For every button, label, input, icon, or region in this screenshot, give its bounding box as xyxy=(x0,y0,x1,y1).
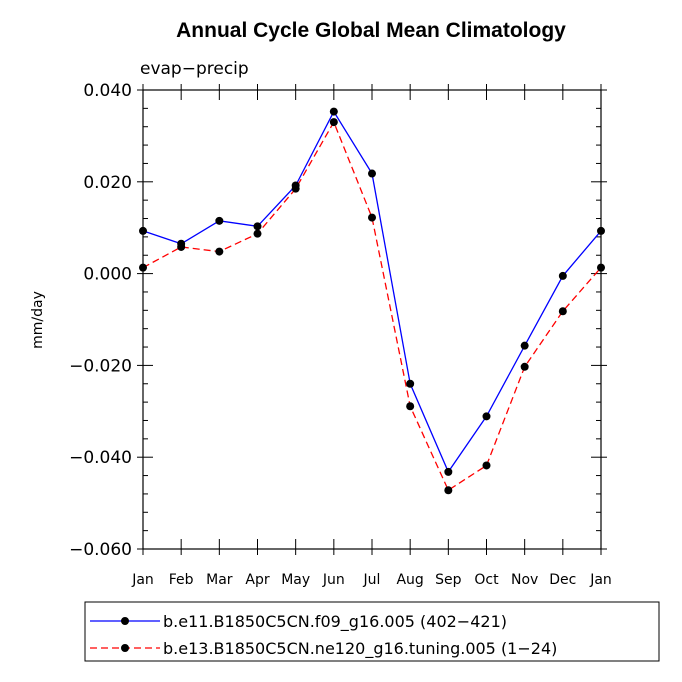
series-1-point xyxy=(139,226,147,235)
y-tick-label: −0.060 xyxy=(69,540,132,560)
x-tick-labels: Jan Feb Mar Apr May Jun Jul Aug Sep Oct Nov Dec Jan xyxy=(131,572,612,588)
series-1-point xyxy=(215,216,224,225)
series-2-point xyxy=(329,118,338,127)
y-tick-label: 0.040 xyxy=(83,81,132,101)
legend-label-1: b.e11.B1850C5CN.f09_g16.005 (402−421) xyxy=(163,612,507,632)
legend-box xyxy=(84,601,660,662)
legend-marker-2 xyxy=(121,644,129,652)
x-tick-label: Nov xyxy=(511,572,538,588)
x-tick-label: Jun xyxy=(322,572,345,588)
x-tick-label: May xyxy=(281,572,310,588)
x-tick-label: Oct xyxy=(474,572,499,588)
y-tick-label: −0.040 xyxy=(69,448,132,468)
legend: b.e11.B1850C5CN.f09_g16.005 (402−421) b.e… xyxy=(90,612,557,659)
series-line-1 xyxy=(142,110,602,474)
y-axis-label: mm/day xyxy=(30,291,46,349)
x-tick-label: Jan xyxy=(589,572,612,588)
legend-label-2: b.e13.B1850C5CN.ne120_g16.tuning.005 (1−… xyxy=(163,639,557,659)
series-1-point xyxy=(558,271,567,280)
series-2-point xyxy=(558,307,567,316)
chart-subtitle: evap−precip xyxy=(140,59,249,79)
x-tick-label: Jul xyxy=(363,572,381,588)
series-2-point xyxy=(291,184,300,193)
series-2-point xyxy=(444,486,453,495)
series-2-point xyxy=(406,402,415,411)
x-tick-label: Sep xyxy=(435,572,462,588)
x-tick-label: Mar xyxy=(206,572,233,588)
series-1-point xyxy=(253,222,262,231)
series-1-point xyxy=(406,379,415,388)
series-1-point xyxy=(368,169,376,178)
y-tick-label: 0.020 xyxy=(83,173,132,193)
series-2-point xyxy=(482,461,491,470)
series-2-point xyxy=(139,263,147,272)
x-tick-label: Apr xyxy=(245,572,269,588)
series-1-point xyxy=(329,107,338,116)
series-1-point xyxy=(520,341,529,350)
x-tick-label: Jan xyxy=(131,572,154,588)
y-tick-labels: 0.040 0.020 0.000 −0.020 −0.040 −0.060 xyxy=(69,81,132,560)
x-tick-label: Dec xyxy=(549,572,576,588)
series-1-point xyxy=(597,226,605,235)
series-1-point xyxy=(482,412,491,421)
series-2-point xyxy=(368,213,376,222)
series-layer xyxy=(139,107,605,495)
axis-ticks xyxy=(137,84,607,555)
series-1-point xyxy=(444,467,453,476)
series-2-point xyxy=(520,362,529,371)
chart-title: Annual Cycle Global Mean Climatology xyxy=(176,19,566,42)
series-2-point xyxy=(253,229,262,238)
x-tick-label: Aug xyxy=(396,572,423,588)
y-tick-label: −0.020 xyxy=(69,356,132,376)
y-tick-label: 0.000 xyxy=(83,265,132,285)
series-2-point xyxy=(215,247,224,256)
plot-frame xyxy=(142,89,602,550)
legend-marker-1 xyxy=(121,617,129,625)
series-2-point xyxy=(177,242,186,251)
x-tick-label: Feb xyxy=(169,572,194,588)
series-2-point xyxy=(597,263,605,272)
